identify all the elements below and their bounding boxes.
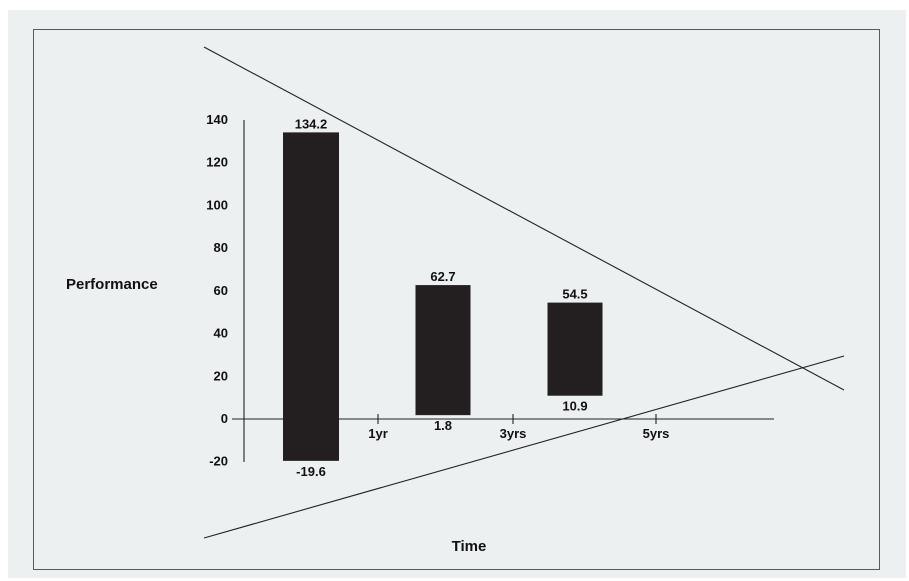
bar-high-label: 62.7 (430, 269, 455, 284)
range-bar (415, 285, 471, 416)
y-tick-label: 0 (221, 411, 228, 426)
lower-trend-line (203, 355, 845, 539)
x-tick-labels: 1yr 3yrs 5yrs (368, 414, 669, 441)
range-bar (547, 302, 603, 396)
x-tick-label: 1yr (368, 426, 388, 441)
x-tick-label: 3yrs (500, 426, 527, 441)
y-tick-label: 60 (214, 283, 228, 298)
bars (283, 132, 603, 461)
y-tick-label: 140 (206, 112, 228, 127)
y-tick-label: 40 (214, 326, 228, 341)
value-labels: 134.2 -19.6 62.7 1.8 54.5 10.9 (295, 116, 588, 478)
bar-low-label: 1.8 (434, 418, 452, 433)
bar-high-label: 134.2 (295, 116, 328, 131)
y-tick-label: -20 (209, 454, 228, 469)
bar-low-label: -19.6 (296, 464, 326, 479)
y-axis-title: Performance (66, 276, 158, 293)
y-tick-labels: 140 120 100 80 60 40 20 0 -20 (206, 112, 228, 469)
upper-trend-line (203, 46, 845, 391)
x-axis-title: Time (452, 538, 487, 555)
bar-high-label: 54.5 (562, 287, 587, 302)
chart-frame (33, 29, 880, 570)
bar-low-label: 10.9 (562, 399, 587, 414)
y-tick-label: 20 (214, 368, 228, 383)
range-bar (283, 132, 339, 461)
x-tick-label: 5yrs (643, 426, 670, 441)
y-tick-label: 80 (214, 240, 228, 255)
y-tick-label: 120 (206, 155, 228, 170)
funnel-lines (203, 46, 845, 539)
y-tick-label: 100 (206, 197, 228, 212)
